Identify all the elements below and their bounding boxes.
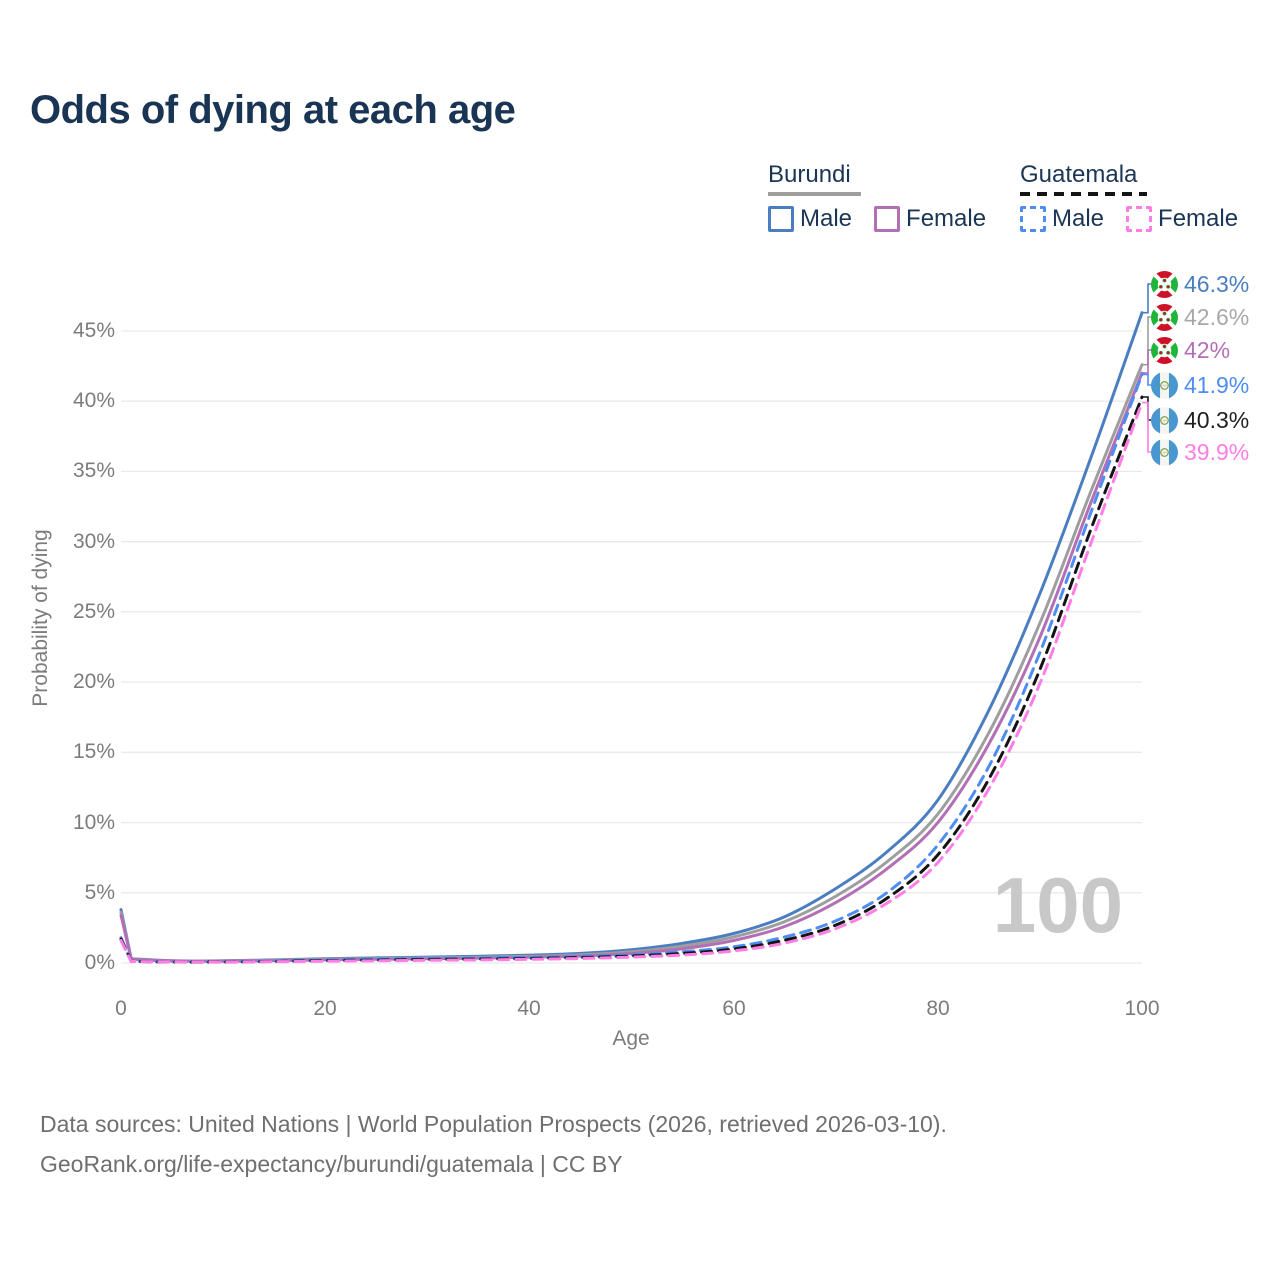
legend-label: Male [800,205,853,232]
legend-item-burundi-female[interactable]: Female [874,205,986,233]
guatemala-flag-icon [1151,406,1178,434]
y-tick-label: 0% [84,951,115,974]
legend-label: Female [1158,205,1239,232]
guatemala-flag-icon [1151,438,1178,466]
x-tick-label: 0 [115,997,127,1020]
series-line-guatemala-male [119,373,1144,964]
end-value: 46.3% [1184,271,1250,297]
end-label-connector [1142,316,1151,366]
y-tick-label: 40% [72,389,115,412]
end-value: 39.9% [1184,439,1250,465]
y-tick-label: 15% [72,740,115,763]
y-tick-label: 20% [72,670,115,693]
y-tick-label: 10% [72,811,115,834]
legend-group-burundi: Burundi Male Female [768,161,986,233]
y-tick-label: 5% [84,881,115,904]
series-line-guatemala [119,395,1144,964]
x-tick-label: 80 [926,997,950,1020]
x-tick-label: 40 [517,997,541,1020]
series-end-label: 42% [1151,336,1230,364]
x-tick-label: 20 [313,997,337,1020]
series-end-label: 39.9% [1151,438,1249,466]
y-tick-label: 25% [72,600,115,623]
x-tick-label: 100 [1124,997,1160,1020]
footer-data-sources: Data sources: United Nations | World Pop… [40,1111,947,1137]
legend-label: Female [906,205,987,232]
guatemala-male-swatch-icon [1020,206,1046,232]
page-title: Odds of dying at each age [30,88,516,132]
y-tick-label: 35% [72,459,115,482]
burundi-male-swatch-icon [768,206,794,232]
legend-country-burundi[interactable]: Burundi [768,161,851,188]
legend-items-guatemala: Male Female [1020,205,1238,233]
legend-item-burundi-male[interactable]: Male [768,205,852,233]
legend-country-guatemala[interactable]: Guatemala [1020,161,1138,188]
age-watermark: 100 [992,861,1123,949]
burundi-flag-icon [1151,303,1178,331]
legend-item-guatemala-female[interactable]: Female [1126,205,1238,233]
legend-group-guatemala: Guatemala Male Female [1020,161,1238,233]
end-label-connector [1142,396,1151,421]
series-end-label: 41.9% [1151,371,1249,399]
y-tick-label: 30% [72,530,115,553]
end-label-connector [1142,373,1151,386]
series-line-burundi-male [119,311,1144,963]
end-value: 41.9% [1184,372,1250,398]
series-line-burundi [119,363,1144,963]
footer: Data sources: United Nations | World Pop… [40,1104,947,1184]
series-line-burundi-female [119,371,1144,963]
guatemala-flag-icon [1151,371,1178,399]
end-value: 40.3% [1184,407,1250,433]
x-axis-title: Age [612,1027,650,1050]
end-value: 42.6% [1184,304,1250,330]
series-end-label: 46.3% [1151,270,1249,298]
legend-items-burundi: Male Female [768,205,986,233]
end-label-connector [1142,349,1151,374]
series-end-label: 42.6% [1151,303,1249,331]
burundi-flag-icon [1151,270,1178,298]
end-label-connector [1142,401,1151,453]
legend-item-guatemala-male[interactable]: Male [1020,205,1104,233]
guatemala-female-swatch-icon [1126,206,1153,232]
x-tick-label: 60 [722,997,746,1020]
series-end-label: 40.3% [1151,406,1249,434]
end-label-connector [1142,283,1151,314]
footer-attribution: GeoRank.org/life-expectancy/burundi/guat… [40,1151,623,1178]
burundi-flag-icon [1151,336,1178,364]
y-tick-label: 45% [72,319,115,342]
legend-label: Male [1052,205,1105,232]
series-line-guatemala-female [119,401,1144,964]
burundi-female-swatch-icon [874,206,901,232]
legend-burundi-line-sample [768,192,861,196]
legend-guatemala-line-sample [1020,192,1147,196]
end-value: 42% [1184,337,1231,363]
